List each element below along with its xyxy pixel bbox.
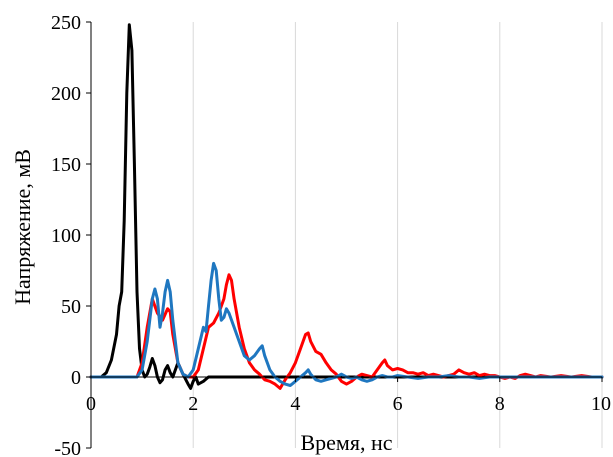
x-axis-title: Время, нс	[300, 430, 392, 455]
y-tick-label: 200	[51, 83, 81, 105]
y-tick-label: 50	[61, 296, 81, 318]
y-tick-label: 150	[51, 154, 81, 176]
x-tick-label: 0	[86, 393, 96, 415]
y-tick-label: -50	[54, 438, 81, 457]
x-tick-label: 2	[188, 393, 198, 415]
x-tick-label: 10	[591, 393, 611, 415]
y-tick-label: 250	[51, 12, 81, 34]
y-tick-label: 0	[71, 367, 81, 389]
axes	[86, 21, 603, 449]
x-axis-tick-labels: 0 2 4 6 8 10	[86, 393, 611, 415]
x-tick-label: 8	[495, 393, 505, 415]
grid	[192, 22, 603, 448]
series-line-2	[89, 273, 604, 390]
x-tick-label: 6	[393, 393, 403, 415]
plot-series	[89, 23, 604, 390]
y-axis-title: Напряжение, мВ	[10, 149, 35, 305]
series-line-1	[89, 23, 604, 390]
x-tick-label: 4	[290, 393, 300, 415]
y-tick-label: 100	[51, 225, 81, 247]
y-axis-tick-labels: -50 0 50 100 150 200 250	[51, 12, 81, 457]
